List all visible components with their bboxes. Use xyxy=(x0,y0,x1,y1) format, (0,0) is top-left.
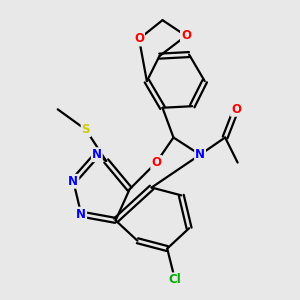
Text: O: O xyxy=(151,156,161,169)
Text: N: N xyxy=(92,148,102,161)
Text: N: N xyxy=(76,208,86,220)
Text: O: O xyxy=(181,29,191,42)
Text: Cl: Cl xyxy=(169,273,182,286)
Text: O: O xyxy=(134,32,144,45)
Text: O: O xyxy=(231,103,241,116)
Text: N: N xyxy=(195,148,205,161)
Text: N: N xyxy=(68,175,78,188)
Text: S: S xyxy=(82,123,90,136)
